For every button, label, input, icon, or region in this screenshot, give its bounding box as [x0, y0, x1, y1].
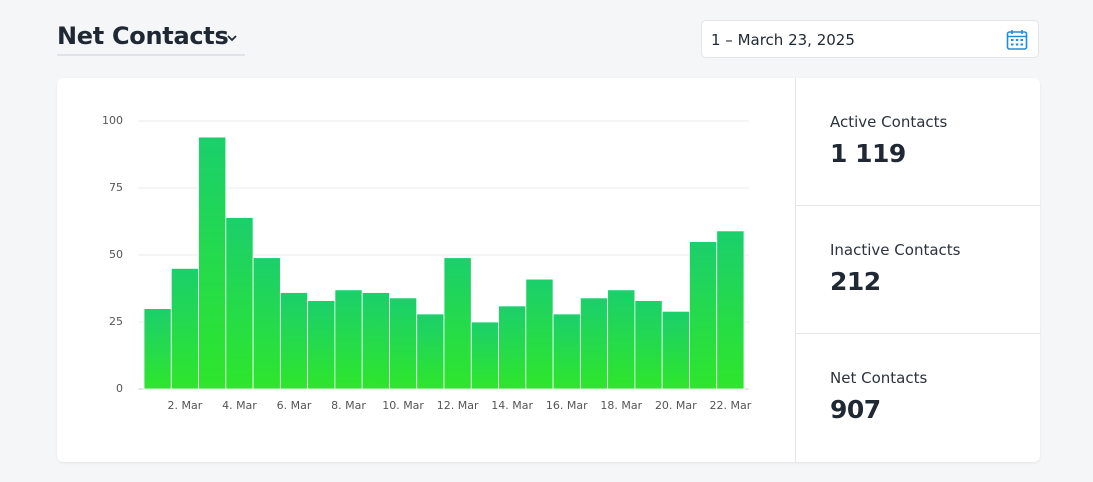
- bar: [334, 289, 363, 390]
- bar: [252, 257, 281, 390]
- y-tick-label: 25: [109, 315, 123, 328]
- bar: [170, 267, 199, 390]
- stat: Active Contacts 1 119: [796, 78, 1041, 206]
- dropdown-chevron[interactable]: [226, 33, 238, 43]
- bar: [279, 292, 309, 390]
- x-tick-label: 18. Mar: [600, 399, 642, 412]
- bar: [470, 321, 499, 390]
- x-tick-label: 4. Mar: [222, 399, 257, 412]
- chart: 0 25 50 75 100 2. Mar 4. Mar 6. Mar 8. Mar 10. Ma…: [102, 114, 752, 412]
- bar: [389, 297, 418, 390]
- x-tick-label: 14. Mar: [491, 399, 533, 412]
- bar: [579, 297, 609, 390]
- bar: [443, 257, 472, 390]
- x-tick-label: 16. Mar: [546, 399, 588, 412]
- bar: [361, 292, 390, 390]
- date-picker[interactable]: 1 – March 23, 2025: [701, 20, 1039, 58]
- x-tick-label: 22. Mar: [709, 399, 751, 412]
- x-tick-label: 6. Mar: [277, 399, 312, 412]
- x-tick-label: 8. Mar: [331, 399, 366, 412]
- bar: [198, 136, 227, 390]
- bar: [661, 310, 690, 390]
- stat-value: 907: [830, 395, 881, 424]
- bar: [498, 305, 527, 390]
- calendar-icon[interactable]: [1006, 29, 1028, 51]
- stats-panel: Active Contacts 1 119 Inactive Contacts 21…: [795, 78, 1041, 462]
- bar: [525, 278, 554, 390]
- bar: [716, 230, 745, 390]
- y-tick-label: 50: [109, 248, 123, 261]
- stat-label: Active Contacts: [830, 113, 948, 131]
- stat-label: Inactive Contacts: [830, 241, 961, 259]
- date-range: 1 – March 23, 2025: [711, 31, 855, 49]
- x-tick-label: 2. Mar: [168, 399, 203, 412]
- bar: [225, 217, 254, 390]
- stat: Net Contacts 907: [796, 334, 1041, 462]
- stat-label: Net Contacts: [830, 369, 928, 387]
- y-tick-label: 100: [102, 114, 123, 127]
- bar: [307, 300, 336, 390]
- bar: [607, 289, 636, 390]
- stat-value: 1 119: [830, 139, 906, 168]
- y-tick-label: 75: [109, 181, 123, 194]
- bar: [634, 300, 663, 390]
- bar: [689, 241, 718, 390]
- stat-value: 212: [830, 267, 881, 296]
- page-title[interactable]: Net Contacts: [57, 22, 245, 56]
- x-tick-label: 20. Mar: [655, 399, 697, 412]
- y-tick-label: 0: [116, 382, 123, 395]
- bar: [552, 313, 581, 390]
- x-tick-label: 12. Mar: [437, 399, 479, 412]
- stat: Inactive Contacts 212: [796, 206, 1041, 334]
- x-tick-label: 10. Mar: [382, 399, 424, 412]
- bar: [143, 308, 172, 390]
- bar: [416, 313, 445, 390]
